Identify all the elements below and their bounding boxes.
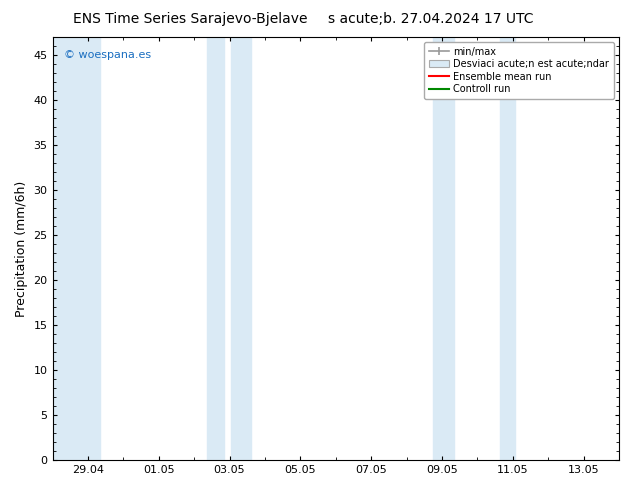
Bar <box>433 37 455 460</box>
Bar <box>500 37 515 460</box>
Bar <box>231 37 251 460</box>
Text: © woespana.es: © woespana.es <box>64 50 151 60</box>
Y-axis label: Precipitation (mm/6h): Precipitation (mm/6h) <box>15 180 28 317</box>
Text: ENS Time Series Sarajevo-Bjelave: ENS Time Series Sarajevo-Bjelave <box>73 12 307 26</box>
Bar <box>207 37 224 460</box>
Bar <box>53 37 100 460</box>
Text: s acute;b. 27.04.2024 17 UTC: s acute;b. 27.04.2024 17 UTC <box>328 12 534 26</box>
Legend: min/max, Desviaci acute;n est acute;ndar, Ensemble mean run, Controll run: min/max, Desviaci acute;n est acute;ndar… <box>424 42 614 99</box>
